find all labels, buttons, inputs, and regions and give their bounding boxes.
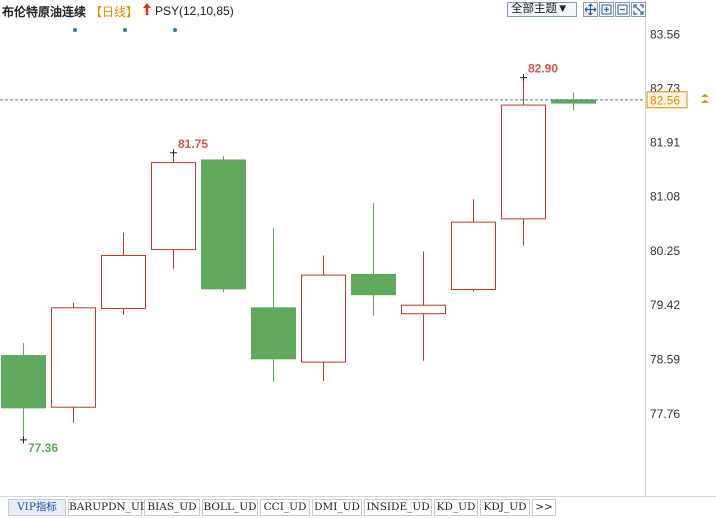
- zoom-out-icon[interactable]: [615, 2, 630, 17]
- tab-dmi-ud[interactable]: DMI_UD: [312, 499, 362, 516]
- candle-body-up[interactable]: [401, 304, 446, 315]
- candle-body-down[interactable]: [351, 273, 396, 296]
- y-tick-label: 78.59: [650, 352, 680, 366]
- candle-body-down[interactable]: [251, 307, 296, 360]
- candle-body-up[interactable]: [51, 307, 96, 408]
- indicator-dot: [173, 28, 177, 32]
- tab-vip-indicator[interactable]: VIP指标: [8, 499, 66, 516]
- zoom-in-icon[interactable]: [599, 2, 614, 17]
- candle-body-up[interactable]: [301, 274, 346, 363]
- period-label[interactable]: 【日线】: [90, 5, 139, 19]
- high-price-label: 82.90: [528, 62, 558, 76]
- y-tick-label: 83.56: [650, 27, 680, 41]
- y-tick-label: 77.76: [650, 407, 680, 421]
- candle-body-up[interactable]: [101, 254, 146, 309]
- chart-header: 布伦特原油连续 【日线】 PSY(12,10,85) 全部主题▼: [0, 0, 716, 32]
- tab-kd-ud[interactable]: KD_UD: [434, 499, 478, 516]
- current-price-tag: [646, 91, 688, 109]
- tab-barupdn-ud[interactable]: BARUPDN_UD: [68, 499, 148, 516]
- low-price-label: 77.36: [28, 441, 58, 455]
- theme-dropdown-button[interactable]: 全部主题▼: [507, 2, 577, 17]
- candle-body-down[interactable]: [551, 99, 596, 104]
- candle-body-down[interactable]: [1, 355, 46, 409]
- y-tick-label: 80.25: [650, 244, 680, 258]
- fullscreen-icon[interactable]: [631, 2, 646, 17]
- tab-cci-ud[interactable]: CCI_UD: [260, 499, 310, 516]
- y-tick-label: 81.08: [650, 190, 680, 204]
- swing-high-price-label: 81.75: [178, 137, 208, 151]
- current-price-label: 82.56: [650, 93, 680, 107]
- tab-kdj-ud[interactable]: KDJ_UD: [480, 499, 530, 516]
- indicator-dot: [73, 28, 77, 32]
- indicator-label[interactable]: PSY(12,10,85): [155, 4, 234, 18]
- tab-more[interactable]: >>: [532, 499, 556, 516]
- y-tick-label: 79.42: [650, 298, 680, 312]
- candle-body-up[interactable]: [451, 221, 496, 290]
- high-price-marker: [520, 74, 527, 82]
- candle-body-down[interactable]: [201, 159, 246, 290]
- swing-high-price-marker: [170, 149, 177, 157]
- instrument-title: 布伦特原油连续: [2, 5, 87, 19]
- price-arrows-icon: [701, 93, 709, 103]
- tab-inside-ud[interactable]: INSIDE_UD: [364, 499, 432, 516]
- low-price-marker: [20, 436, 27, 444]
- tab-bias-ud[interactable]: BIAS_UD: [144, 499, 200, 516]
- indicator-dot: [123, 28, 127, 32]
- tab-boll-ud[interactable]: BOLL_UD: [202, 499, 258, 516]
- indicator-tab-bar: VIP指标 BARUPDN_UD BIAS_UD BOLL_UD CCI_UD …: [0, 498, 716, 518]
- candlestick-chart[interactable]: 83.5682.7381.9181.0880.2579.4278.5977.76…: [0, 0, 716, 498]
- candle-body-up[interactable]: [501, 104, 546, 220]
- move-icon[interactable]: [583, 2, 598, 17]
- arrow-up-icon: [143, 3, 151, 15]
- candle-body-up[interactable]: [151, 162, 196, 251]
- y-tick-label: 81.91: [650, 135, 680, 149]
